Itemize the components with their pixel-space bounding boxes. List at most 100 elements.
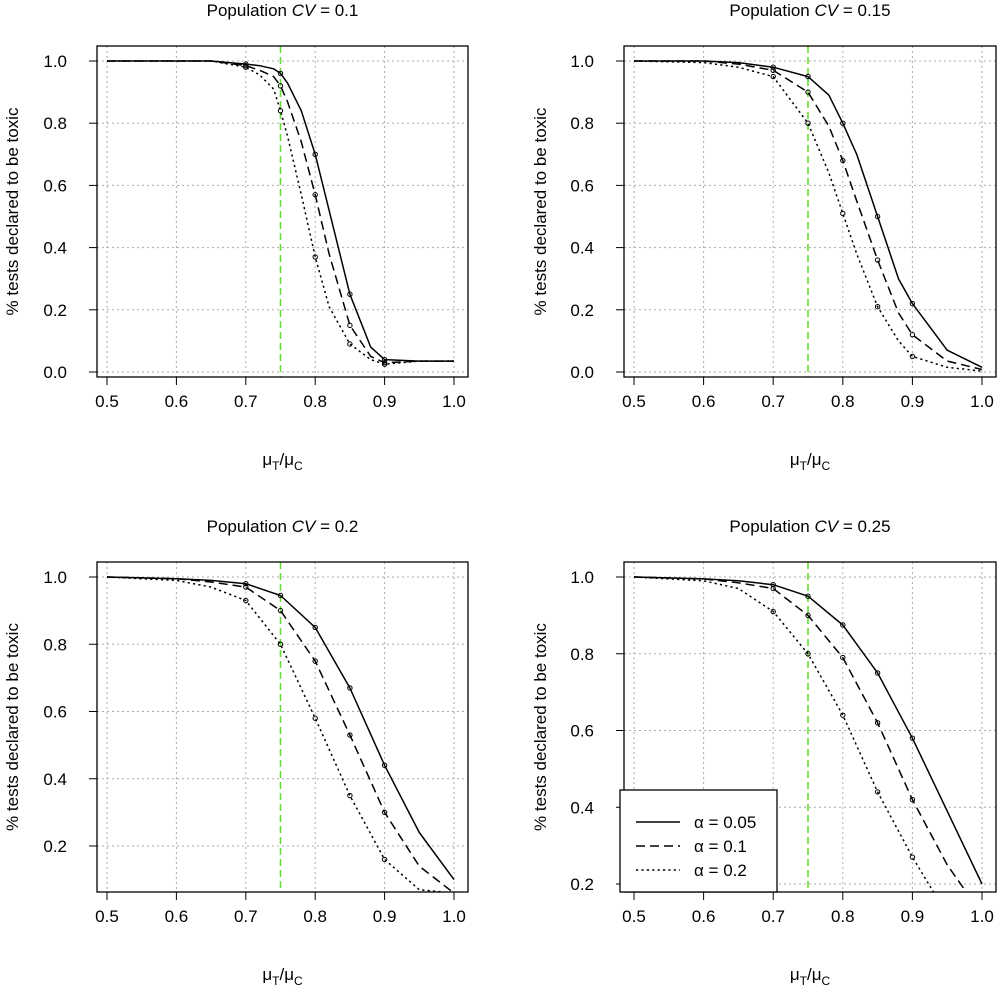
data-point (770, 585, 776, 592)
y-tick-label: 0.2 (570, 301, 594, 320)
data-point (381, 762, 388, 768)
data-point (874, 789, 881, 795)
data-point (312, 192, 318, 198)
legend-label: α = 0.1 (694, 837, 747, 856)
series-group (107, 60, 454, 367)
panel-3: 0.5 0.6 0.7 0.8 0.9 1.0 0.2 0.4 0.6 0.8 1.0 Populat… (3, 517, 469, 988)
grid-lines (97, 562, 468, 892)
series-line (633, 576, 935, 892)
x-tick-label: 0.8 (303, 907, 327, 926)
data-point (770, 73, 776, 80)
data-point (312, 151, 318, 158)
y-tick-label: 0.6 (43, 176, 67, 195)
x-tick-label: 0.5 (622, 907, 646, 926)
data-point (347, 291, 353, 297)
x-tick-label: 0.6 (692, 907, 716, 926)
plot-frame (623, 561, 997, 893)
y-tick-label: 0.2 (570, 875, 594, 894)
data-point (909, 796, 916, 803)
series-group (106, 576, 455, 892)
data-point (347, 322, 353, 329)
data-point (840, 157, 846, 164)
x-tick-label: 0.9 (901, 392, 925, 411)
series-line (106, 576, 455, 881)
y-tick-label: 0.8 (570, 114, 594, 133)
series-group (633, 576, 983, 892)
y-tick-label: 0.6 (570, 176, 594, 195)
panel-title: Population CV = 0.1 (207, 1, 359, 20)
x-tick-label: 1.0 (970, 392, 994, 411)
series-line (633, 576, 983, 885)
series-line (106, 576, 451, 892)
panel-1: 0.5 0.6 0.7 0.8 0.9 1.0 0.0 0.2 0.4 0.6 0.8 1.0 Popu… (3, 1, 469, 473)
series-line (633, 576, 968, 892)
data-point (243, 581, 249, 587)
data-point (840, 654, 846, 661)
data-point (381, 809, 388, 816)
y-tick-label: 0.4 (570, 239, 594, 258)
x-tick-label: 0.8 (831, 392, 855, 411)
grid-lines (97, 46, 468, 377)
x-tick-label: 0.7 (234, 907, 258, 926)
x-tick-label: 1.0 (442, 392, 466, 411)
data-point (805, 651, 811, 657)
data-point (840, 712, 846, 718)
data-point (909, 353, 916, 360)
data-point (312, 658, 318, 664)
x-axis-label: μT/μC (262, 965, 303, 988)
data-point (277, 108, 284, 114)
x-tick-label: 1.0 (442, 907, 466, 926)
data-point (805, 89, 811, 95)
series-line (106, 576, 454, 892)
data-point (277, 592, 284, 599)
x-tick-label: 0.8 (831, 907, 855, 926)
x-tick-label: 0.9 (901, 907, 925, 926)
x-axis-label: μT/μC (790, 450, 831, 473)
x-tick-label: 0.9 (373, 392, 397, 411)
y-tick-label: 0.4 (570, 798, 594, 817)
data-point (770, 608, 776, 615)
data-point (312, 254, 318, 260)
data-point (277, 641, 284, 647)
y-axis-label: % tests declared to be toxic (3, 623, 22, 831)
x-axis-label: μT/μC (262, 450, 303, 473)
data-point (909, 735, 916, 741)
data-point (909, 331, 916, 338)
x-tick-label: 1.0 (970, 907, 994, 926)
x-tick-label: 0.6 (692, 392, 716, 411)
legend: α = 0.05 α = 0.1 α = 0.2 (619, 789, 778, 893)
data-point (840, 120, 846, 126)
data-point (840, 622, 846, 628)
y-tick-label: 0.6 (43, 703, 67, 722)
data-point (805, 593, 811, 599)
legend-box (619, 789, 778, 893)
y-axis-label: % tests declared to be toxic (531, 623, 550, 831)
data-point (381, 361, 388, 367)
data-point (874, 257, 881, 263)
data-point (770, 64, 776, 70)
data-point (805, 120, 811, 126)
data-point (277, 607, 284, 614)
data-point (874, 213, 881, 220)
series-line (633, 60, 983, 372)
x-tick-label: 0.6 (165, 907, 189, 926)
plot-frame (96, 561, 469, 893)
data-point (805, 73, 811, 80)
data-point (312, 624, 318, 631)
plot-frame (96, 45, 469, 378)
x-tick-label: 0.5 (95, 392, 119, 411)
y-tick-label: 0.4 (43, 239, 67, 258)
y-axis-label: % tests declared to be toxic (531, 107, 550, 315)
data-point (243, 584, 249, 590)
y-tick-label: 1.0 (43, 52, 67, 71)
data-point (874, 720, 881, 726)
data-point (277, 70, 284, 77)
x-tick-label: 0.9 (373, 907, 397, 926)
data-point (770, 67, 776, 74)
y-tick-label: 0.8 (43, 114, 67, 133)
data-point (909, 854, 916, 860)
x-tick-label: 0.7 (761, 392, 785, 411)
y-tick-label: 1.0 (570, 52, 594, 71)
y-tick-label: 0.2 (43, 837, 67, 856)
